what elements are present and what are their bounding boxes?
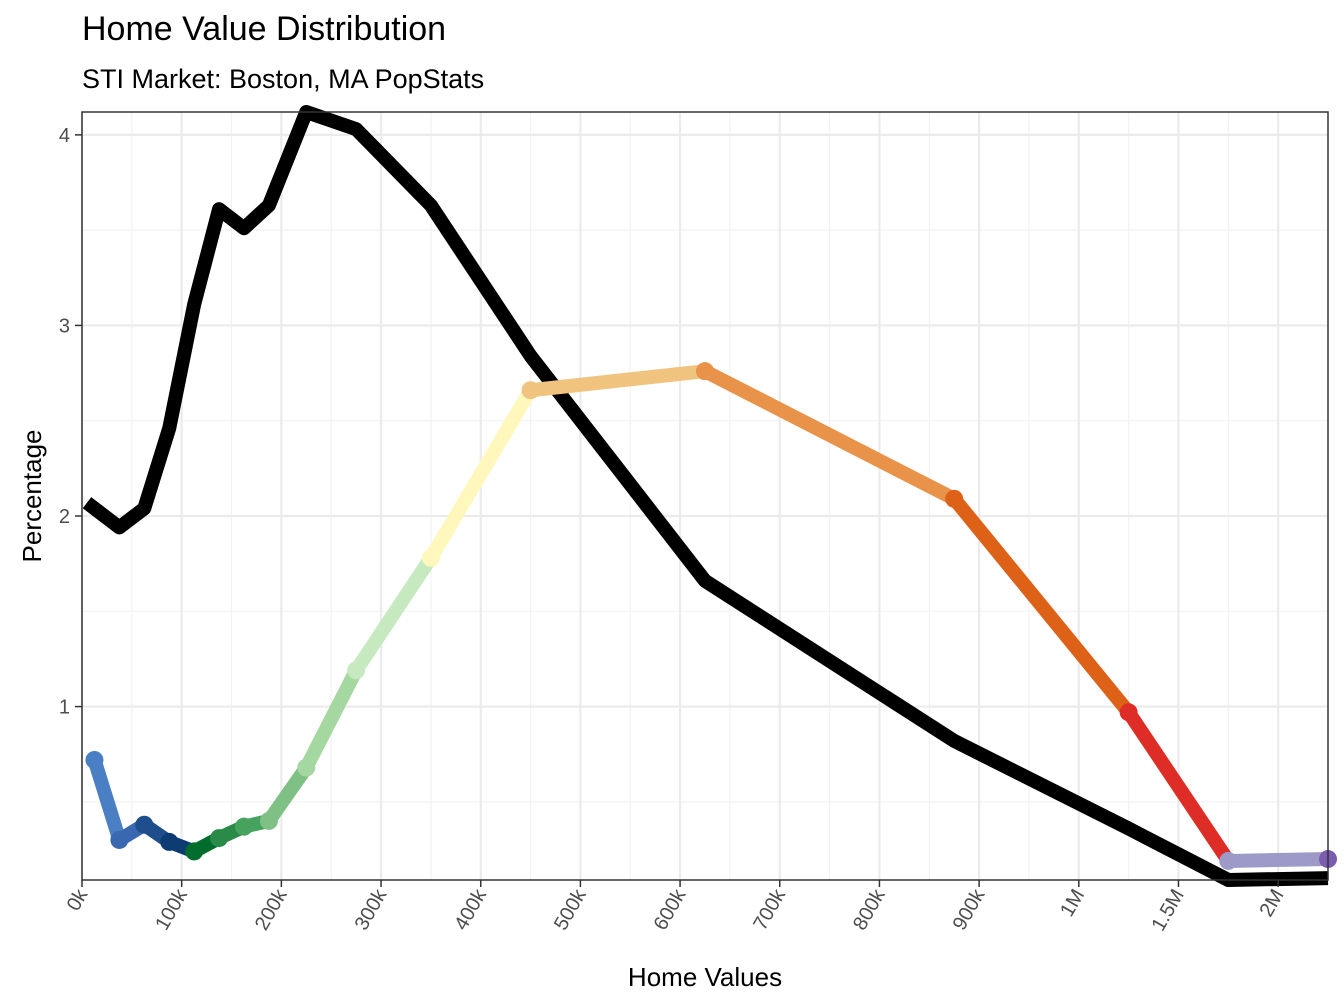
series-colored-point <box>160 832 179 851</box>
x-tick-label: 200k <box>251 885 292 934</box>
x-tick-label: 100k <box>151 885 192 934</box>
x-tick-label: 2M <box>1256 886 1289 921</box>
x-tick-label: 500k <box>550 885 591 934</box>
x-tick-label: 1.5M <box>1148 886 1189 936</box>
series-colored-point <box>696 362 714 381</box>
series-colored-point <box>347 661 366 680</box>
series-colored-point <box>1119 703 1138 722</box>
chart-title: Home Value Distribution <box>82 10 447 48</box>
series-colored-point <box>297 758 316 777</box>
series-colored-point <box>521 381 540 400</box>
series-colored-segment <box>947 491 1136 720</box>
series-black-path <box>82 105 1329 887</box>
series-colored-point <box>135 815 154 834</box>
series-colored-segment <box>523 364 712 398</box>
x-tick-label: 800k <box>849 885 890 934</box>
x-tick-label: 700k <box>749 885 790 934</box>
series-colored-segment <box>698 364 962 506</box>
y-tick-label: 1 <box>59 697 70 719</box>
y-tick-label: 3 <box>59 315 70 337</box>
series-colored-segment <box>1221 852 1335 868</box>
series-black-line <box>82 105 1329 887</box>
series-colored-line <box>85 362 1337 870</box>
x-tick-label: 900k <box>949 885 990 934</box>
y-axis-title: Percentage <box>17 430 47 563</box>
minor-gridlines <box>82 112 1328 880</box>
series-colored-point <box>210 829 229 848</box>
x-axis-title: Home Values <box>628 962 782 992</box>
x-tick-label: 600k <box>650 885 691 934</box>
series-colored-segment <box>299 663 364 775</box>
series-colored-segment <box>349 550 438 678</box>
series-colored-point <box>85 750 104 769</box>
series-colored-segment <box>423 383 538 565</box>
major-gridlines <box>80 112 1328 880</box>
x-tick-label: 400k <box>450 885 491 934</box>
y-axis-ticks: 1 2 3 4 <box>59 125 82 719</box>
series-colored-point <box>259 811 278 830</box>
x-tick-label: 1M <box>1056 886 1089 921</box>
y-tick-label: 2 <box>59 506 70 528</box>
x-axis-ticks: 0k 100k 200k 300k 400k 500k 600k 700k 800k 900k 1M… <box>63 880 1289 936</box>
series-colored-segment <box>87 752 127 847</box>
series-colored-point <box>234 817 253 836</box>
series-colored-point <box>421 548 440 567</box>
x-tick-label: 0k <box>63 885 93 915</box>
chart-subtitle: STI Market: Boston, MA PopStats <box>82 64 485 94</box>
series-colored-segment <box>261 760 314 828</box>
y-tick-label: 4 <box>59 125 70 147</box>
series-colored-segment <box>1121 705 1236 868</box>
series-colored-point <box>945 489 964 508</box>
series-colored-point <box>1219 851 1238 870</box>
panel-border <box>81 111 1329 881</box>
series-colored-point <box>185 842 204 861</box>
x-tick-label: 300k <box>351 885 392 934</box>
series-colored-point <box>110 830 129 849</box>
